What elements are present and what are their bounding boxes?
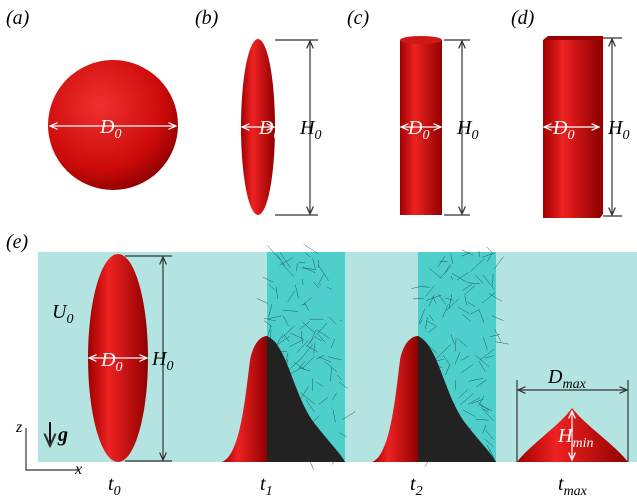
- subscript: 0: [314, 128, 321, 143]
- subscript: 0: [114, 484, 121, 498]
- subscript: max: [564, 484, 588, 498]
- subscript: 0: [422, 128, 429, 143]
- symbol: H: [151, 348, 168, 370]
- subscript: 0: [471, 128, 478, 143]
- symbol: D: [552, 117, 568, 139]
- subscript: 0: [115, 360, 122, 375]
- subscript: min: [572, 436, 593, 451]
- stage-label: t1: [260, 473, 273, 498]
- symbol: D: [547, 366, 563, 388]
- panel-label: (a): [6, 7, 30, 29]
- panel-label: (b): [195, 7, 219, 29]
- cylinder-top: [400, 36, 442, 44]
- symbol: D: [258, 117, 274, 139]
- subscript: 0: [166, 359, 173, 374]
- subscript: 0: [66, 312, 73, 327]
- subscript: 2: [416, 484, 423, 498]
- symbol: D: [100, 349, 116, 371]
- gravity-label: g: [57, 424, 68, 446]
- figure: (a) D0 (b) D0 H0 (c) D0 H0 (d) D0 H0 (e)…: [0, 0, 637, 498]
- symbol: H: [299, 117, 316, 139]
- symbol: D: [99, 116, 115, 138]
- panel-label: (d): [511, 7, 535, 29]
- panel-label: (e): [6, 231, 29, 253]
- symbol: H: [456, 117, 473, 139]
- subscript: 1: [266, 484, 273, 498]
- subscript: 0: [273, 128, 280, 143]
- subscript: 0: [114, 127, 121, 142]
- axis-label: z: [15, 419, 23, 436]
- panel-label: (c): [347, 7, 370, 29]
- stage-label: tmax: [558, 473, 588, 498]
- symbol: D: [407, 117, 423, 139]
- symbol: H: [557, 425, 574, 447]
- symbol: H: [607, 117, 624, 139]
- subscript: max: [562, 377, 586, 392]
- subscript: 0: [622, 128, 629, 143]
- subscript: 0: [567, 128, 574, 143]
- stage-label: t2: [410, 473, 423, 498]
- dim-label: H0: [607, 117, 629, 143]
- dim-label: H0: [456, 117, 478, 143]
- stage-label: t0: [108, 473, 121, 498]
- axis-label: x: [74, 461, 82, 478]
